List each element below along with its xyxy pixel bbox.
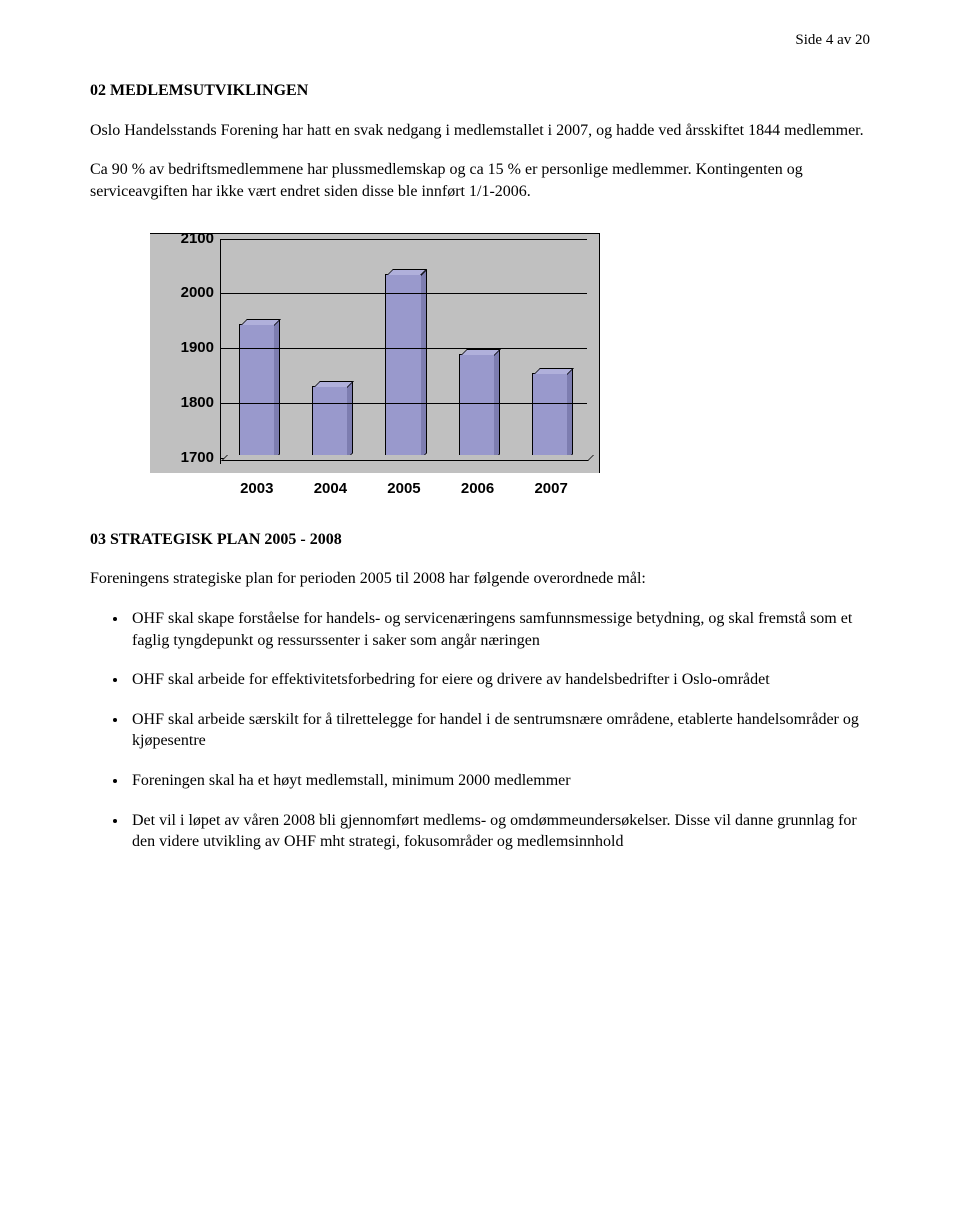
chart-x-tick-label: 2006 xyxy=(444,479,510,499)
bullet-item: OHF skal skape forståelse for handels- o… xyxy=(128,608,870,651)
section-1-paragraph-1: Oslo Handelsstands Forening har hatt en … xyxy=(90,120,870,142)
chart-bar-side-face xyxy=(347,381,353,459)
bullet-item: Det vil i løpet av våren 2008 bli gjenno… xyxy=(128,810,870,853)
chart-x-tick-label: 2003 xyxy=(224,479,290,499)
chart-bar xyxy=(239,324,275,458)
chart-x-tick-label: 2005 xyxy=(371,479,437,499)
chart-surface: 17001800190020002100 xyxy=(150,233,600,473)
bullet-item: OHF skal arbeide særskilt for å tilrette… xyxy=(128,709,870,752)
chart-plot-area: 17001800190020002100 xyxy=(220,239,587,458)
chart-y-tick-label: 2100 xyxy=(168,229,214,249)
chart-y-tick-label: 1900 xyxy=(168,338,214,358)
chart-y-tick-label: 1700 xyxy=(168,448,214,468)
chart-bar-side-face xyxy=(494,349,500,460)
chart-x-tick-label: 2004 xyxy=(297,479,363,499)
chart-bar xyxy=(532,373,568,458)
chart-bar xyxy=(459,354,495,458)
chart-x-tick-label: 2007 xyxy=(518,479,584,499)
chart-bar-side-face xyxy=(421,269,427,459)
chart-x-labels: 2003 2004 2005 2006 2007 xyxy=(220,473,588,499)
chart-gridline xyxy=(220,239,587,240)
chart-bar-side-face xyxy=(274,319,280,460)
section-2-intro: Foreningens strategiske plan for periode… xyxy=(90,568,870,590)
strategic-plan-bullets: OHF skal skape forståelse for handels- o… xyxy=(128,608,870,853)
section-1-paragraph-2: Ca 90 % av bedriftsmedlemmene har plussm… xyxy=(90,159,870,202)
chart-bar xyxy=(312,386,348,457)
page-number: Side 4 av 20 xyxy=(90,30,870,50)
chart-bar-side-face xyxy=(567,368,573,460)
membership-bar-chart: 17001800190020002100 2003200420052006200… xyxy=(150,233,600,499)
chart-y-tick-label: 2000 xyxy=(168,283,214,303)
bullet-item: OHF skal arbeide for effektivitetsforbed… xyxy=(128,669,870,691)
section-2-heading: 03 STRATEGISK PLAN 2005 - 2008 xyxy=(90,529,870,551)
chart-gridline xyxy=(220,348,587,349)
section-1-heading: 02 MEDLEMSUTVIKLINGEN xyxy=(90,80,870,102)
chart-floor xyxy=(221,455,594,461)
chart-gridline xyxy=(220,403,587,404)
chart-gridline xyxy=(220,293,587,294)
chart-bar xyxy=(385,274,421,457)
bullet-item: Foreningen skal ha et høyt medlemstall, … xyxy=(128,770,870,792)
chart-y-tick-label: 1800 xyxy=(168,393,214,413)
